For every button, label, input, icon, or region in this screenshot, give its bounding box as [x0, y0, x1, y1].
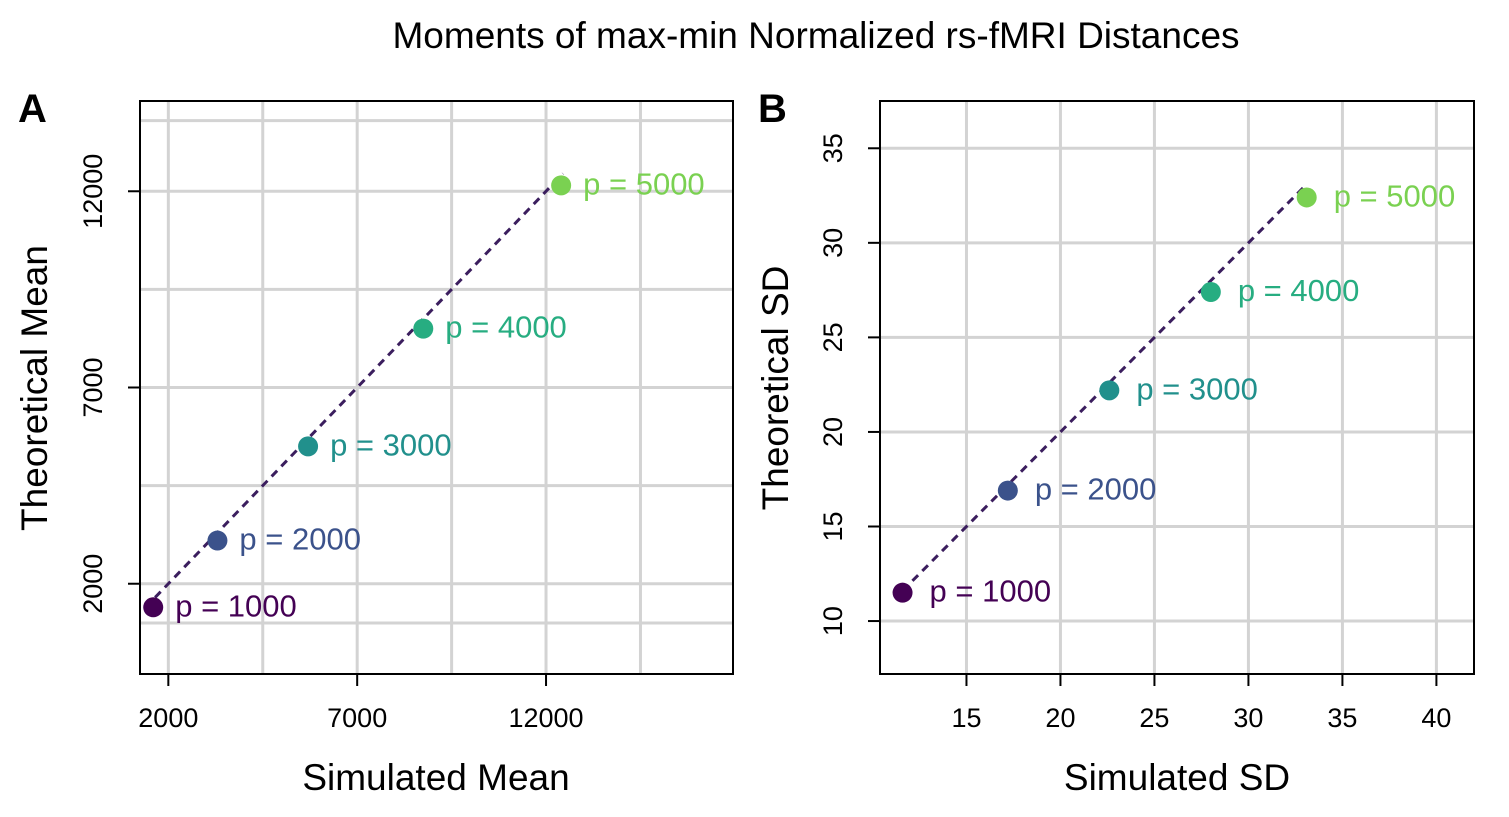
y-tick-label: 20: [818, 417, 848, 447]
y-tick-label: 15: [818, 511, 848, 541]
panel-b: B p = 1000 p = 2000 p = 3000 p = 4000 p = 50…: [755, 87, 1475, 798]
point-label: p = 1000: [930, 574, 1052, 609]
panel-a-fit-line: [154, 172, 565, 599]
point-label: p = 4000: [445, 310, 567, 345]
data-point: [997, 480, 1018, 501]
panel-b-grid: [880, 101, 1474, 674]
data-point: [413, 318, 434, 339]
panel-a-points: p = 1000 p = 2000 p = 3000 p = 4000 p = 5000: [143, 166, 705, 623]
data-point: [143, 597, 164, 618]
point-label: p = 3000: [330, 427, 452, 462]
data-point: [298, 436, 319, 457]
y-tick-label: 7000: [78, 357, 108, 417]
point-label: p = 5000: [1334, 178, 1456, 213]
panel-b-ticks: 15 20 25 30 35 40 10 15 20 25 30 35: [818, 133, 1451, 733]
x-tick-label: 12000: [508, 703, 583, 733]
point-label: p = 1000: [175, 588, 297, 623]
point-label: p = 2000: [239, 522, 361, 557]
panel-a-grid: [140, 101, 733, 674]
y-tick-label: 2000: [78, 554, 108, 614]
panel-a-ticks: 2000 7000 12000 2000 7000 12000: [78, 154, 584, 733]
x-tick-label: 15: [951, 703, 981, 733]
panel-b-xlabel: Simulated SD: [1064, 757, 1290, 798]
y-tick-label: 10: [818, 606, 848, 636]
panel-b-frame: [879, 100, 1475, 675]
point-label: p = 4000: [1238, 273, 1360, 308]
panel-a-frame: [139, 100, 734, 675]
x-tick-label: 7000: [327, 703, 387, 733]
panel-b-points: p = 1000 p = 2000 p = 3000 p = 4000 p = 5000: [892, 178, 1456, 609]
point-label: p = 5000: [583, 166, 705, 201]
data-point: [1099, 380, 1120, 401]
x-tick-label: 40: [1421, 703, 1451, 733]
chart-title: Moments of max-min Normalized rs-fMRI Di…: [392, 15, 1239, 56]
panel-a-letter: A: [18, 87, 47, 131]
x-tick-label: 35: [1327, 703, 1357, 733]
y-tick-label: 12000: [78, 154, 108, 229]
data-point: [892, 582, 913, 603]
data-point: [1296, 187, 1317, 208]
data-point: [1200, 282, 1221, 302]
data-point: [207, 530, 228, 551]
panel-a: A p = 1000 p = 2000 p = 3000 p = 4000 p = 50…: [14, 87, 734, 798]
x-tick-label: 25: [1139, 703, 1169, 733]
x-tick-label: 20: [1045, 703, 1075, 733]
panel-a-xlabel: Simulated Mean: [302, 757, 569, 798]
panel-b-letter: B: [758, 87, 787, 131]
x-tick-label: 2000: [138, 703, 198, 733]
x-tick-label: 30: [1233, 703, 1263, 733]
panel-b-ylabel: Theoretical SD: [755, 266, 796, 511]
y-tick-label: 25: [818, 322, 848, 352]
panel-a-ylabel: Theoretical Mean: [14, 245, 55, 531]
point-label: p = 3000: [1136, 371, 1258, 406]
fit-line: [154, 172, 565, 599]
point-label: p = 2000: [1035, 472, 1157, 507]
data-point: [551, 175, 572, 196]
y-tick-label: 30: [818, 228, 848, 258]
y-tick-label: 35: [818, 133, 848, 163]
